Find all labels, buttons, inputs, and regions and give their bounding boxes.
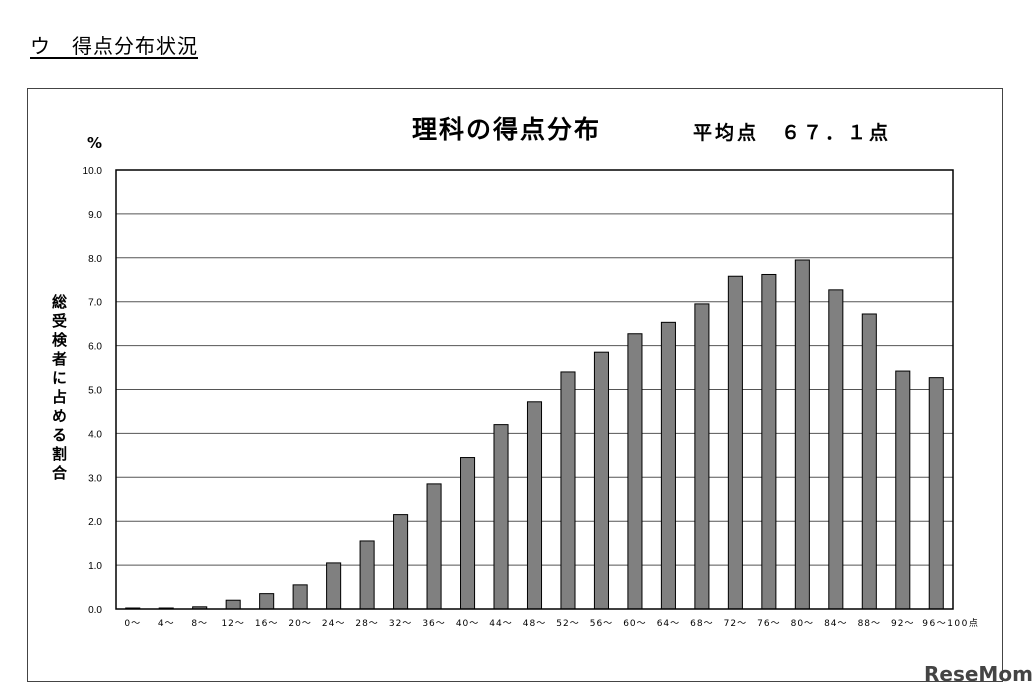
x-tick-label: 8～	[191, 619, 208, 629]
bar	[292, 584, 308, 610]
y-tick-label: 8.0	[88, 254, 102, 265]
y-tick-label: 0.0	[88, 605, 102, 616]
bar	[660, 321, 676, 610]
x-tick-label: 64～	[657, 619, 680, 629]
watermark-logo: ReseMom	[924, 662, 1033, 686]
x-tick-label: 24～	[322, 619, 345, 629]
x-tick-label: 80～	[791, 619, 814, 629]
bar	[828, 289, 844, 610]
x-tick-label: 44～	[489, 619, 512, 629]
x-tick-label: 16～	[255, 619, 278, 629]
x-tick-label: 12～	[221, 619, 244, 629]
x-tick-label: 48～	[523, 619, 546, 629]
plot-border	[115, 169, 954, 610]
bar	[426, 483, 442, 610]
y-tick-label: 9.0	[88, 210, 102, 221]
bar	[326, 562, 342, 610]
bar	[627, 333, 643, 610]
x-tick-label: 32～	[389, 619, 412, 629]
bar	[694, 303, 710, 610]
x-tick-label: 76～	[757, 619, 780, 629]
x-tick-label: 96～100点	[922, 618, 979, 629]
bar	[393, 514, 409, 610]
bar	[460, 457, 476, 610]
section-heading: ウ 得点分布状況	[30, 34, 198, 58]
y-axis-label: 総受検者に占める割合	[50, 294, 68, 484]
chart-title: 理科の得点分布	[412, 115, 602, 144]
x-tick-label: 4～	[158, 619, 175, 629]
y-tick-label: 10.0	[83, 166, 103, 177]
x-tick-label: 28～	[355, 619, 378, 629]
bar	[225, 599, 241, 610]
y-tick-label: 3.0	[88, 473, 102, 484]
bar	[761, 273, 777, 610]
y-tick-label: 6.0	[88, 342, 102, 353]
x-tick-label: 68～	[690, 619, 713, 629]
x-tick-label: 40～	[456, 619, 479, 629]
bar	[928, 377, 944, 610]
bar	[359, 540, 375, 610]
x-tick-label: 84～	[824, 619, 847, 629]
y-tick-label: 2.0	[88, 517, 102, 528]
bar	[727, 275, 743, 610]
x-tick-label: 56～	[590, 619, 613, 629]
y-tick-label: 5.0	[88, 386, 102, 397]
x-tick-label: 92～	[891, 619, 914, 629]
y-tick-label: 1.0	[88, 561, 102, 572]
bar	[526, 401, 543, 610]
y-tick-label: 7.0	[88, 298, 102, 309]
bar	[895, 370, 911, 610]
x-tick-label: 36～	[422, 619, 445, 629]
x-tick-label: 60～	[623, 619, 646, 629]
bar	[560, 371, 576, 610]
y-unit-label: %	[87, 134, 103, 152]
bar	[861, 313, 877, 610]
bar	[259, 593, 275, 610]
x-tick-label: 0～	[124, 619, 141, 629]
bar	[593, 351, 609, 610]
x-tick-label: 20～	[288, 619, 311, 629]
y-tick-label: 4.0	[88, 429, 102, 440]
chart-subtitle: 平均点 ６７．１点	[693, 122, 892, 144]
bar	[493, 424, 509, 610]
bar	[794, 259, 810, 610]
x-tick-label: 72～	[724, 619, 747, 629]
x-tick-label: 88～	[858, 619, 881, 629]
x-tick-label: 52～	[556, 619, 579, 629]
